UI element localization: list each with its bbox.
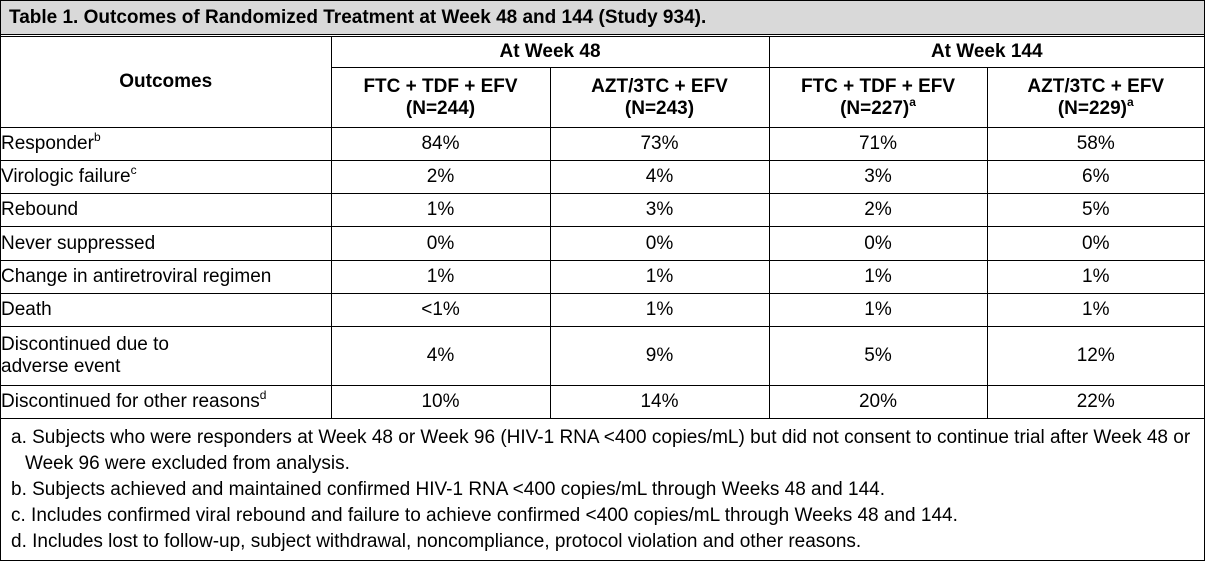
- column-header-n: (N=243): [624, 97, 695, 119]
- footnotes-cell: a. Subjects who were responders at Week …: [1, 418, 1205, 555]
- row-label: Discontinued due to adverse event: [1, 326, 332, 386]
- footnote-a: a. Subjects who were responders at Week …: [11, 427, 1191, 474]
- row-label: Change in antiretroviral regimen: [1, 260, 332, 294]
- table-cell: 6%: [986, 160, 1205, 194]
- column-header: FTC + TDF + EFV (N=227)a: [768, 67, 988, 128]
- table-cell: 5%: [768, 326, 988, 386]
- group-header-week-48: At Week 48: [330, 36, 770, 68]
- outcomes-table: Outcomes At Week 48 At Week 144 FTC + TD…: [1, 36, 1205, 555]
- footnote-marker: a: [1127, 94, 1134, 109]
- table-cell: 1%: [549, 260, 770, 294]
- footnotes: a. Subjects who were responders at Week …: [1, 419, 1204, 555]
- table-cell: 5%: [986, 193, 1205, 227]
- column-header-arm: FTC + TDF + EFV: [800, 75, 956, 97]
- row-label-text: Never suppressed: [1, 232, 156, 254]
- footnote-marker: b: [93, 130, 101, 144]
- header-group-row: Outcomes At Week 48 At Week 144: [1, 36, 1205, 128]
- table-cell: 2%: [768, 193, 988, 227]
- footnote-c: c. Includes confirmed viral rebound and …: [11, 505, 958, 526]
- row-label: Virologic failurec: [1, 160, 332, 194]
- row-label: Death: [1, 293, 332, 327]
- row-label-text: Discontinued due to: [1, 334, 169, 355]
- table-cell: 12%: [986, 326, 1205, 386]
- table-row: Responderb 84% 73% 71% 58%: [1, 127, 1205, 161]
- table-cell: 58%: [986, 127, 1205, 161]
- table-cell: 1%: [986, 260, 1205, 294]
- row-label: Rebound: [1, 193, 332, 227]
- column-header-arm: FTC + TDF + EFV: [363, 75, 518, 97]
- table-cell: 22%: [986, 385, 1205, 419]
- table-cell: 3%: [549, 193, 770, 227]
- table-row: Rebound 1% 3% 2% 5%: [1, 193, 1205, 227]
- column-header-n: (N=227): [840, 97, 910, 119]
- table-cell: 1%: [768, 260, 988, 294]
- table-cell: 71%: [768, 127, 988, 161]
- table-cell: 73%: [549, 127, 770, 161]
- row-label-text: Virologic failure: [1, 166, 131, 187]
- table-title: Table 1. Outcomes of Randomized Treatmen…: [1, 1, 1204, 35]
- group-header-week-144: At Week 144: [768, 36, 1205, 68]
- row-label-text: Change in antiretroviral regimen: [1, 266, 272, 287]
- row-label: Discontinued for other reasonsd: [1, 385, 332, 419]
- row-label-text: Rebound: [1, 199, 79, 220]
- column-header: AZT/3TC + EFV (N=243): [549, 67, 770, 128]
- table-cell: 2%: [330, 160, 551, 194]
- table-cell: 1%: [768, 293, 988, 327]
- table-cell: 20%: [768, 385, 988, 419]
- column-header-n: (N=229): [1057, 97, 1127, 119]
- table-cell: <1%: [330, 293, 551, 327]
- column-header-n: (N=244): [405, 97, 476, 119]
- column-header-arm: AZT/3TC + EFV: [591, 75, 728, 97]
- table-cell: 1%: [330, 193, 551, 227]
- table-cell: 0%: [330, 226, 551, 261]
- table-cell: 3%: [768, 160, 988, 194]
- table-cell: 10%: [330, 385, 551, 419]
- table-row: Discontinued due to adverse event 4% 9% 5…: [1, 326, 1205, 386]
- table-row: Change in antiretroviral regimen 1% 1% 1…: [1, 260, 1205, 294]
- footnote-marker: d: [259, 388, 267, 402]
- column-header-arm: AZT/3TC + EFV: [1027, 75, 1165, 97]
- row-label-text-line2: adverse event: [1, 356, 121, 377]
- table-cell: 9%: [549, 326, 770, 386]
- row-label-text: Death: [1, 299, 52, 320]
- table-cell: 84%: [330, 127, 551, 161]
- table-cell: 1%: [549, 293, 770, 327]
- table-row: Death <1% 1% 1% 1%: [1, 293, 1205, 327]
- row-label: Responderb: [1, 127, 332, 161]
- footnote-marker: a: [909, 94, 916, 109]
- outcomes-header: Outcomes: [1, 36, 332, 128]
- table-cell: 1%: [330, 260, 551, 294]
- footnote-d: d. Includes lost to follow-up, subject w…: [11, 531, 862, 552]
- table-cell: 1%: [986, 293, 1205, 327]
- footnote-b: b. Subjects achieved and maintained conf…: [11, 479, 885, 500]
- header-column-row: FTC + TDF + EFV (N=244) AZT/3TC + EFV (N=2…: [1, 67, 1205, 128]
- table-cell: 14%: [549, 385, 770, 419]
- table-cell: 0%: [549, 226, 770, 261]
- row-label-text: Discontinued for other reasons: [1, 391, 260, 412]
- table-row: Virologic failurec 2% 4% 3% 6%: [1, 160, 1205, 194]
- table-cell: 4%: [330, 326, 551, 386]
- table-cell: 4%: [549, 160, 770, 194]
- table-row: Never suppressed 0% 0% 0% 0%: [1, 226, 1205, 261]
- column-header: FTC + TDF + EFV (N=244): [331, 67, 551, 128]
- row-label-text: Responder: [1, 133, 94, 154]
- table-cell: 0%: [768, 226, 988, 261]
- footnote-marker: c: [130, 163, 137, 177]
- table-row: Discontinued for other reasonsd 10% 14% …: [1, 385, 1205, 419]
- footnotes-row: a. Subjects who were responders at Week …: [1, 418, 1205, 555]
- table-cell: 0%: [986, 226, 1205, 261]
- row-label: Never suppressed: [1, 226, 332, 261]
- column-header: AZT/3TC + EFV (N=229)a: [986, 67, 1205, 128]
